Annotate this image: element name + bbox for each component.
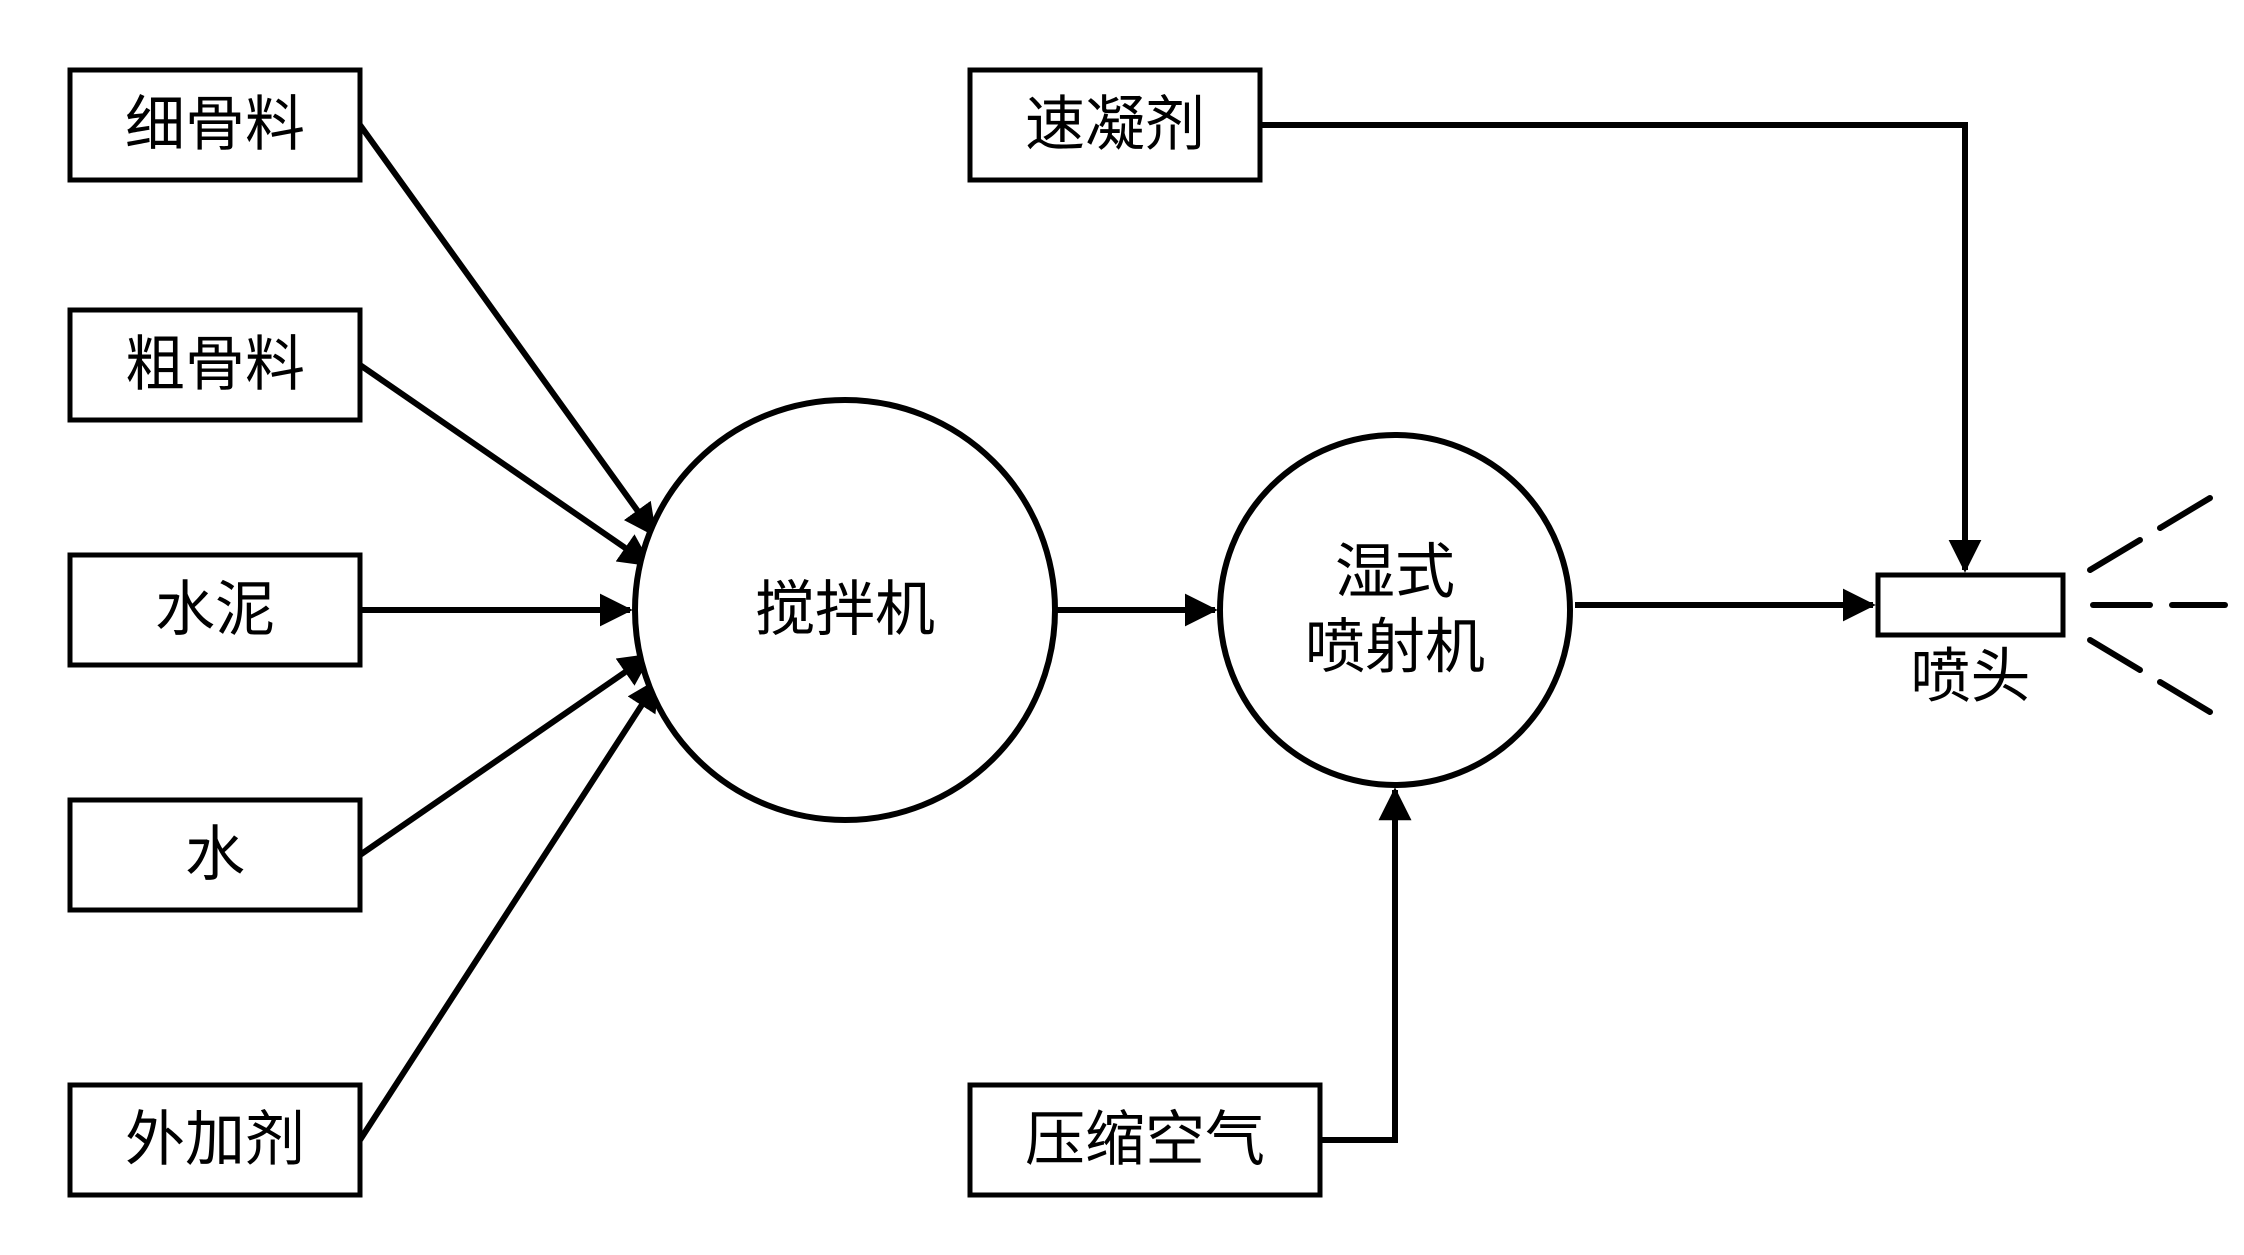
- wet_sprayer-circle: [1220, 435, 1570, 785]
- water-label: 水: [185, 822, 245, 888]
- node-accelerator: 速凝剂: [970, 70, 1260, 180]
- node-coarse_agg: 粗骨料: [70, 310, 360, 420]
- node-wet_sprayer: 湿式喷射机: [1220, 435, 1570, 785]
- nodes-layer: 细骨料粗骨料水泥水外加剂 搅拌机 速凝剂湿式喷射机压缩空气 喷头: [70, 70, 2063, 1195]
- node-cement: 水泥: [70, 555, 360, 665]
- edge-fine_agg-to-mixer: [360, 125, 655, 535]
- node-mixer: 搅拌机: [635, 400, 1055, 820]
- spray-line-1: [2160, 498, 2210, 528]
- spray-line-5: [2160, 682, 2210, 712]
- accelerator-label: 速凝剂: [1025, 92, 1205, 158]
- mixer-label: 搅拌机: [755, 577, 935, 643]
- spray-line-0: [2090, 540, 2140, 570]
- admixture-label: 外加剂: [125, 1107, 305, 1173]
- nozzle-box: [1878, 575, 2063, 635]
- comp_air-label: 压缩空气: [1025, 1107, 1265, 1173]
- edge-comp_air-to-wet_sprayer: [1320, 790, 1395, 1140]
- node-comp_air: 压缩空气: [970, 1085, 1320, 1195]
- wet_sprayer-label-line-0: 湿式: [1335, 540, 1455, 606]
- node-fine_agg: 细骨料: [70, 70, 360, 180]
- fine_agg-label: 细骨料: [125, 92, 305, 158]
- spray-line-4: [2090, 640, 2140, 670]
- coarse_agg-label: 粗骨料: [125, 332, 305, 398]
- edges-layer: [360, 125, 1965, 1140]
- spray-effect: [2090, 498, 2225, 712]
- node-water: 水: [70, 800, 360, 910]
- wet_sprayer-label-line-1: 喷射机: [1305, 615, 1485, 681]
- node-nozzle: 喷头: [1878, 575, 2063, 710]
- nozzle-label: 喷头: [1911, 644, 2031, 710]
- node-admixture: 外加剂: [70, 1085, 360, 1195]
- cement-label: 水泥: [155, 577, 275, 643]
